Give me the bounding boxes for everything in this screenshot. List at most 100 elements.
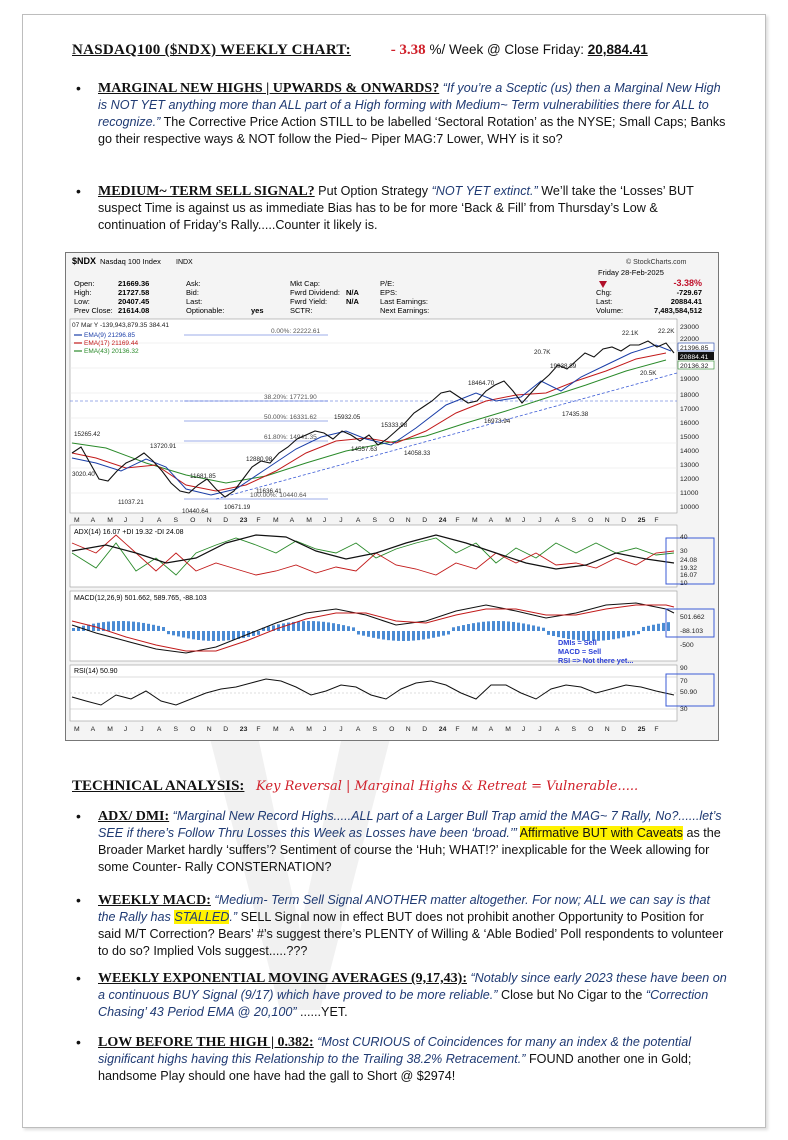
macd-histogram-bar xyxy=(167,631,170,635)
macd-histogram-bar xyxy=(617,631,620,639)
macd-histogram-bar xyxy=(402,631,405,641)
macd-histogram-bar xyxy=(272,625,275,631)
month-tick: O xyxy=(190,517,195,524)
macd-histogram-bar xyxy=(652,624,655,631)
price-label-21: 20.5K xyxy=(640,370,657,377)
month-tick: M xyxy=(273,726,279,733)
month-tick: O xyxy=(190,726,195,733)
month-tick: D xyxy=(422,726,427,733)
bullet-body: SELL Signal now in effect BUT does not p… xyxy=(98,910,724,958)
month-tick: J xyxy=(522,517,525,524)
macd-histogram-bar xyxy=(332,623,335,631)
macd-histogram-bar xyxy=(322,621,325,631)
macd-histogram-bar xyxy=(557,631,560,638)
volume-label: Volume: xyxy=(596,306,623,315)
month-tick: 25 xyxy=(638,517,646,524)
month-tick: N xyxy=(207,517,212,524)
macd-histogram-bar xyxy=(327,622,330,631)
macd-tick: 501.662 xyxy=(680,614,705,621)
macd-histogram-bar xyxy=(477,622,480,631)
macd-histogram-bar xyxy=(442,631,445,636)
month-tick: A xyxy=(91,726,96,733)
bullet-body: as the Broader Market hardly ‘suffers’? … xyxy=(98,826,721,874)
macd-histogram-bar xyxy=(287,622,290,631)
y-tick: 12000 xyxy=(680,476,699,483)
macd-histogram-bar xyxy=(257,631,260,635)
last-earnings-label: Last Earnings: xyxy=(380,297,428,306)
macd-histogram-bar xyxy=(312,621,315,631)
month-tick: O xyxy=(389,726,394,733)
change-suffix: %/ Week @ Close Friday: xyxy=(429,42,584,57)
top-bullets: MARGINAL NEW HIGHS | UPWARDS & ONWARDS? … xyxy=(76,80,728,148)
macd-histogram-bar xyxy=(337,624,340,631)
macd-histogram-bar xyxy=(432,631,435,638)
month-tick: N xyxy=(406,517,411,524)
macd-histogram-bar xyxy=(292,621,295,631)
note-macd: MACD = Sell xyxy=(558,647,601,656)
macd-histogram-bar xyxy=(107,621,110,631)
macd-histogram-bar xyxy=(112,621,115,631)
macd-histogram-bar xyxy=(252,631,255,636)
fib-100: 100.00%: 10440.64 xyxy=(250,492,307,499)
open-value: 21669.36 xyxy=(118,279,149,288)
macd-histogram-bar xyxy=(532,625,535,631)
macd-histogram-bar xyxy=(437,631,440,637)
bottom-bullets-2: WEEKLY MACD: “Medium- Term Sell Signal A… xyxy=(76,892,728,960)
macd-histogram-bar xyxy=(462,625,465,631)
page-header: NASDAQ100 ($NDX) WEEKLY CHART: - 3.38 %/… xyxy=(72,42,648,59)
macd-histogram-bar xyxy=(152,624,155,631)
macd-histogram-bar xyxy=(147,623,150,631)
last-label: Last: xyxy=(186,297,202,306)
month-tick: F xyxy=(256,517,260,524)
month-tick: M xyxy=(107,726,113,733)
rsi-tick: 90 xyxy=(680,665,688,672)
macd-histogram-bar xyxy=(142,622,145,631)
macd-histogram-bar xyxy=(92,623,95,631)
bullet-pre: Close but No Cigar to the xyxy=(501,988,643,1002)
month-axis-top: M A M J J A S O N D 23 F M A M J J A S O N D 24 F M A M J J A S O N D 25 F xyxy=(74,517,659,524)
month-tick: N xyxy=(406,726,411,733)
month-tick: A xyxy=(489,517,494,524)
ask-label: Ask: xyxy=(186,279,201,288)
price-label-3: 3020.40 xyxy=(72,471,95,478)
month-tick: F xyxy=(455,726,459,733)
bullet-sell-signal: MEDIUM~ TERM SELL SIGNAL? Put Option Str… xyxy=(76,183,728,234)
macd-panel xyxy=(69,590,678,662)
month-tick: O xyxy=(588,517,593,524)
pct-change: -3.38% xyxy=(673,278,702,288)
legend-ema17: EMA(17) 21169.44 xyxy=(84,340,138,347)
macd-histogram-bar xyxy=(412,631,415,641)
macd-histogram-bar xyxy=(552,631,555,637)
macd-histogram-bar xyxy=(352,627,355,631)
month-tick: J xyxy=(124,517,127,524)
legend-ema43: EMA(43) 20136.32 xyxy=(84,348,139,355)
adx-tick: 40 xyxy=(680,534,688,541)
price-label-6: 10440.64 xyxy=(182,508,209,515)
month-tick: J xyxy=(339,726,342,733)
month-tick: N xyxy=(605,726,610,733)
bullet-highlight: STALLED xyxy=(174,910,230,924)
rsi-tick: 50.90 xyxy=(680,689,697,696)
month-tick: M xyxy=(505,517,511,524)
bullet-quote: “Most CURIOUS of Coincidences for many a… xyxy=(98,1035,692,1066)
month-tick: D xyxy=(223,726,228,733)
month-tick: F xyxy=(455,517,459,524)
month-tick: S xyxy=(174,517,179,524)
month-tick: 23 xyxy=(240,726,248,733)
adx-tick: 24.08 xyxy=(680,557,697,564)
price-label-18: 17435.38 xyxy=(562,411,589,418)
macd-histogram-bar xyxy=(537,626,540,631)
month-tick: F xyxy=(256,726,260,733)
month-tick: M xyxy=(505,726,511,733)
page-frame xyxy=(22,14,766,1128)
price-label-10: 15932.05 xyxy=(334,414,361,421)
month-tick: M xyxy=(107,517,113,524)
adx-tick: 30 xyxy=(680,548,688,555)
fwd-div-value: N/A xyxy=(346,288,360,297)
next-earnings-label: Next Earnings: xyxy=(380,306,429,315)
watermark-logo xyxy=(200,700,400,1010)
y-tick: 22000 xyxy=(680,336,699,343)
low-label: Low: xyxy=(74,297,90,306)
bullet-pre: Put Option Strategy xyxy=(318,184,429,198)
macd-histogram-bar xyxy=(587,631,590,641)
